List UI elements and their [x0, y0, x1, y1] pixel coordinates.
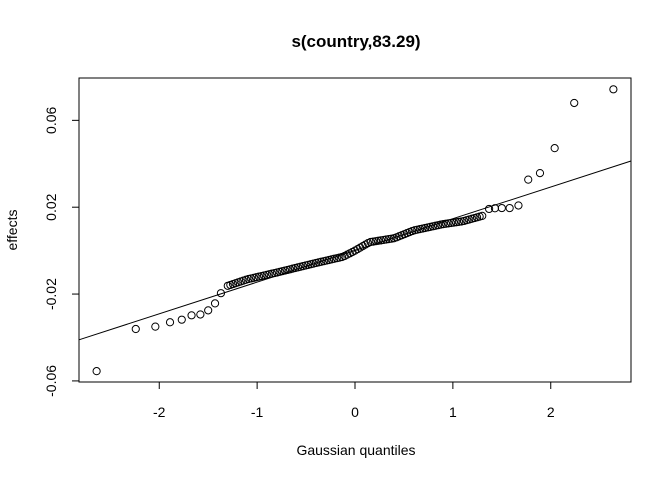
reference-line-group [78, 160, 632, 341]
data-point [454, 217, 463, 226]
data-point [550, 144, 559, 153]
data-point [478, 211, 487, 220]
data-point [446, 218, 456, 228]
x-tick-label: 2 [547, 404, 555, 420]
data-point [505, 203, 514, 213]
y-axis: -0.06 -0.02 0.02 0.06 [43, 107, 80, 397]
data-point [514, 201, 523, 210]
data-point [382, 235, 391, 244]
data-point [379, 235, 388, 245]
data-point [366, 237, 375, 247]
data-point [570, 98, 579, 108]
data-point [376, 236, 386, 245]
data-point [535, 169, 545, 178]
chart-title: s(country,83.29) [291, 32, 420, 51]
data-point [387, 234, 396, 243]
data-point [131, 324, 140, 334]
x-tick-label: -1 [251, 404, 264, 420]
data-point [384, 235, 393, 244]
reference-line [78, 160, 632, 341]
data-point [484, 204, 494, 214]
y-tick-label: 0.02 [43, 193, 59, 220]
x-tick-label: -2 [153, 404, 166, 420]
data-point [441, 219, 450, 228]
data-point [444, 219, 453, 228]
y-tick-label: -0.06 [43, 365, 59, 397]
data-point [177, 315, 186, 324]
data-point [609, 85, 618, 94]
data-point [196, 310, 205, 319]
data-point [497, 203, 506, 213]
data-point [371, 237, 380, 246]
data-point [165, 318, 175, 327]
x-axis: -2 -1 0 1 2 [153, 381, 555, 420]
x-tick-label: 1 [449, 404, 457, 420]
y-tick-label: -0.02 [43, 278, 59, 310]
data-point [204, 306, 213, 315]
data-point [187, 311, 196, 320]
plot-frame [78, 77, 632, 383]
data-point [369, 237, 378, 246]
data-point [439, 220, 448, 229]
data-points [92, 85, 618, 376]
data-point [374, 236, 383, 245]
data-point [151, 322, 160, 331]
data-point [210, 299, 220, 308]
data-point [449, 218, 458, 227]
data-point [524, 175, 533, 184]
x-axis-label: Gaussian quantiles [296, 442, 415, 458]
x-tick-label: 0 [351, 404, 359, 420]
data-point [452, 218, 461, 227]
y-axis-label: effects [4, 210, 20, 251]
y-tick-label: 0.06 [43, 107, 59, 134]
data-point [216, 289, 226, 298]
data-point [92, 367, 101, 376]
